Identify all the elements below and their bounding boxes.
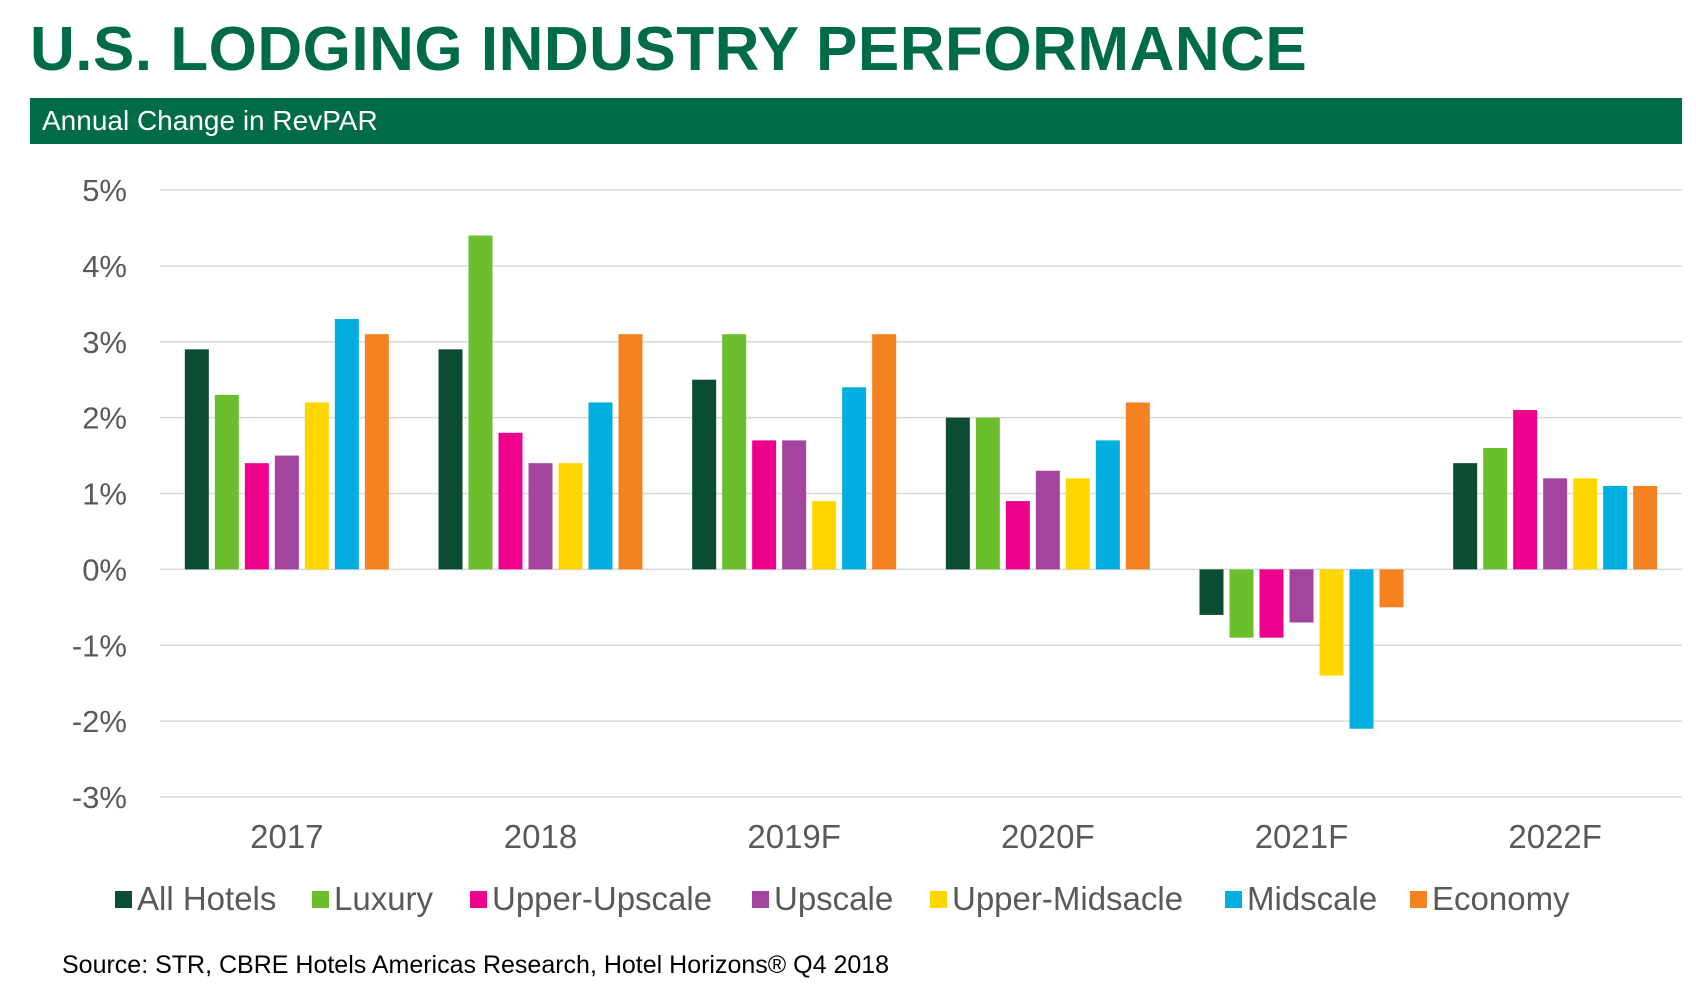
- bar-all-hotels-2017: [184, 349, 209, 570]
- bar-midscale-2021f: [1349, 569, 1374, 729]
- legend-swatch: [470, 891, 487, 908]
- source-note: Source: STR, CBRE Hotels Americas Resear…: [62, 951, 890, 979]
- legend-label: Upscale: [774, 880, 894, 917]
- y-tick-label: -3%: [72, 780, 127, 815]
- y-tick-label: 5%: [82, 173, 127, 208]
- legend-label: Upper-Upscale: [492, 880, 713, 917]
- bar-all-hotels-2022f: [1453, 463, 1478, 570]
- bar-economy-2019f: [872, 334, 897, 570]
- y-tick-label: 2%: [82, 401, 127, 436]
- bar-midscale-2020f: [1095, 440, 1120, 570]
- bar-upper-upscale-2017: [244, 463, 269, 570]
- x-tick-label: 2019F: [747, 818, 841, 855]
- bar-luxury-2017: [214, 394, 239, 570]
- bar-upper-midsacle-2022f: [1573, 478, 1598, 570]
- bar-upscale-2018: [528, 463, 553, 570]
- legend-swatch: [312, 891, 329, 908]
- bar-midscale-2017: [334, 318, 359, 570]
- legend-swatch: [752, 891, 769, 908]
- bar-upscale-2021f: [1289, 569, 1314, 623]
- bar-upper-upscale-2018: [498, 432, 523, 570]
- x-tick-label: 2018: [504, 818, 577, 855]
- bar-luxury-2020f: [975, 417, 1000, 570]
- bar-economy-2021f: [1379, 569, 1404, 608]
- y-tick-label: 1%: [82, 477, 127, 512]
- y-tick-label: -1%: [72, 628, 127, 663]
- bar-upscale-2020f: [1035, 470, 1060, 570]
- bar-upper-upscale-2021f: [1259, 569, 1284, 638]
- bar-all-hotels-2018: [438, 349, 463, 570]
- bar-luxury-2022f: [1483, 447, 1508, 570]
- bar-upscale-2019f: [782, 440, 807, 570]
- legend-swatch: [930, 891, 947, 908]
- bar-upper-upscale-2022f: [1513, 410, 1538, 570]
- bar-midscale-2019f: [842, 387, 867, 570]
- bars: [184, 235, 1658, 729]
- legend-label: Midscale: [1247, 880, 1378, 917]
- legend-swatch: [115, 891, 132, 908]
- bar-upper-midsacle-2021f: [1319, 569, 1344, 676]
- subtitle-bar: Annual Change in RevPAR: [30, 98, 1682, 144]
- page-title: U.S. LODGING INDUSTRY PERFORMANCE: [30, 15, 1308, 84]
- x-axis-tick-labels: 2017 2018 2019F 2020F 2021F 2022F: [250, 818, 1602, 855]
- legend-swatch: [1410, 891, 1427, 908]
- bar-economy-2018: [618, 334, 643, 570]
- bar-economy-2017: [364, 334, 389, 570]
- bar-upper-upscale-2020f: [1005, 501, 1030, 570]
- bar-upscale-2017: [274, 455, 299, 570]
- x-tick-label: 2020F: [1001, 818, 1095, 855]
- legend-label: Luxury: [334, 880, 434, 917]
- bar-luxury-2021f: [1229, 569, 1254, 638]
- legend-swatch: [1225, 891, 1242, 908]
- x-tick-label: 2021F: [1255, 818, 1349, 855]
- gridlines: [160, 189, 1682, 798]
- legend-label: All Hotels: [137, 880, 277, 917]
- bar-all-hotels-2019f: [692, 379, 717, 570]
- bar-economy-2020f: [1125, 402, 1150, 570]
- bar-upper-midsacle-2018: [558, 463, 583, 570]
- bar-luxury-2018: [468, 235, 493, 570]
- chart-subtitle: Annual Change in RevPAR: [42, 105, 378, 136]
- bar-upper-upscale-2019f: [752, 440, 777, 570]
- bar-midscale-2022f: [1603, 485, 1628, 570]
- bar-economy-2022f: [1633, 485, 1658, 570]
- y-axis-tick-labels: 5% 4% 3% 2% 1% 0% -1% -2% -3%: [72, 173, 127, 815]
- y-tick-label: 4%: [82, 249, 127, 284]
- bar-all-hotels-2021f: [1199, 569, 1224, 615]
- y-tick-label: 0%: [82, 552, 127, 587]
- x-tick-label: 2017: [250, 818, 323, 855]
- bar-all-hotels-2020f: [945, 417, 970, 570]
- bar-luxury-2019f: [722, 334, 747, 570]
- x-tick-label: 2022F: [1508, 818, 1602, 855]
- bar-upscale-2022f: [1543, 478, 1568, 570]
- bar-midscale-2018: [588, 402, 613, 570]
- y-tick-label: 3%: [82, 325, 127, 360]
- bar-upper-midsacle-2019f: [812, 501, 837, 570]
- chart-legend: All Hotels Luxury Upper-Upscale Upscale Uppe…: [0, 876, 1696, 922]
- bar-upper-midsacle-2017: [304, 402, 329, 570]
- legend-label: Economy: [1432, 880, 1570, 917]
- bar-upper-midsacle-2020f: [1065, 478, 1090, 570]
- y-tick-label: -2%: [72, 704, 127, 739]
- legend-label: Upper-Midsacle: [952, 880, 1184, 917]
